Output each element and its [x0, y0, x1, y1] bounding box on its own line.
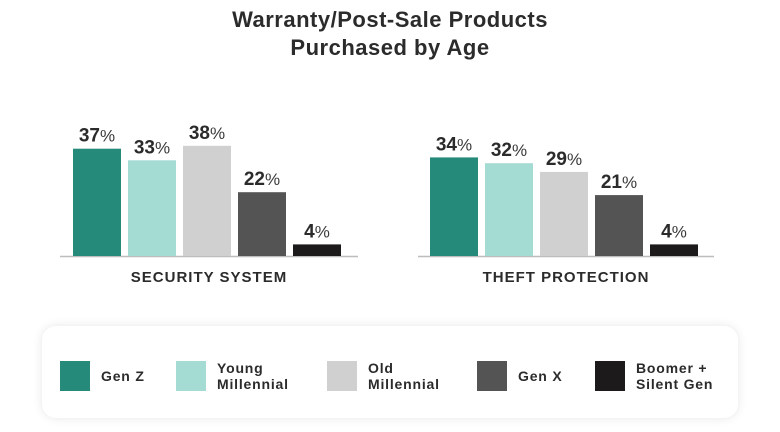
bar [293, 244, 341, 256]
chart-title-line-2: Purchased by Age [290, 35, 490, 60]
bar [238, 192, 286, 256]
data-label: 38% [189, 123, 225, 144]
legend-swatch [60, 361, 90, 391]
legend-item: Gen Z [60, 361, 145, 391]
legend-item: Gen X [477, 361, 562, 391]
legend-label: Gen Z [101, 368, 145, 384]
data-label: 33% [134, 137, 170, 158]
data-label: 4% [304, 221, 330, 242]
chart-title-line-1: Warranty/Post-Sale Products [232, 7, 548, 32]
bar [595, 195, 643, 256]
legend-label: Gen X [518, 368, 563, 384]
data-label: 21% [601, 172, 637, 193]
data-label: 37% [79, 126, 115, 147]
legend-label: Old Millennial [368, 360, 440, 392]
legend-item: Boomer + Silent Gen [595, 360, 714, 392]
legend-label: Boomer + Silent Gen [636, 360, 714, 392]
legend-item: Old Millennial [327, 360, 440, 392]
data-label: 29% [546, 149, 582, 170]
category-label: SECURITY SYSTEM [131, 269, 287, 286]
legend-item: Young Millennial [176, 360, 289, 392]
chart-title: Warranty/Post-Sale Products Purchased by… [0, 6, 780, 62]
legend-swatch [595, 361, 625, 391]
bar [650, 244, 698, 256]
legend: Gen Z Young Millennial Old Millennial Gen X… [42, 326, 738, 418]
data-label: 34% [436, 134, 472, 155]
data-label: 32% [491, 140, 527, 161]
bar [183, 145, 231, 256]
bar [540, 171, 588, 256]
bar [73, 148, 121, 256]
bar [485, 163, 533, 256]
bar-group-0: 37% 33% 38% 22% 4% SECURITY SYSTEM [60, 123, 358, 286]
data-label: 22% [244, 169, 280, 190]
legend-swatch [176, 361, 206, 391]
bar-group-1: 34% 32% 29% 21% 4% THEFT PROTECTION [418, 134, 714, 286]
legend-label: Young Millennial [217, 360, 289, 392]
bar-chart: 37% 33% 38% 22% 4% SECURITY SYSTEM 34% 32% 29% 21… [60, 123, 714, 286]
bar [128, 160, 176, 256]
legend-swatch [477, 361, 507, 391]
category-label: THEFT PROTECTION [483, 269, 650, 286]
data-label: 4% [661, 221, 687, 242]
legend-swatch [327, 361, 357, 391]
bar [430, 157, 478, 256]
